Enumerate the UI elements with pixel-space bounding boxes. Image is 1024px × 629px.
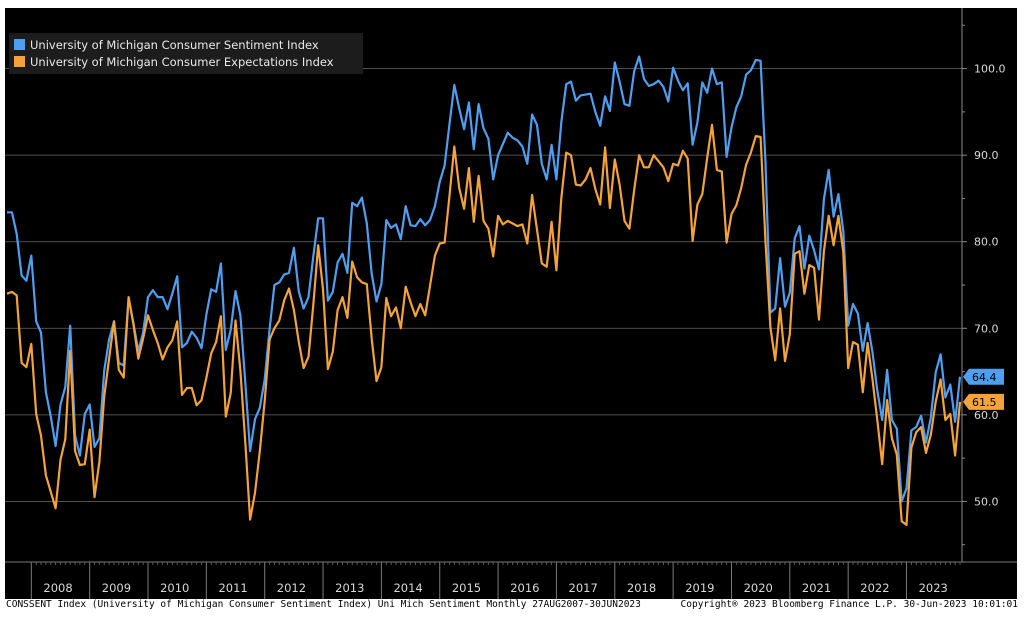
footer-copyright: Copyright® 2023 Bloomberg Finance L.P. 3… <box>680 599 1018 610</box>
x-tick-label: 2022 <box>860 581 889 595</box>
x-tick-label: 2020 <box>744 581 773 595</box>
expectations-series-line <box>6 123 962 526</box>
legend-label: University of Michigan Consumer Expectat… <box>30 55 334 69</box>
sentiment-series-line <box>7 55 962 503</box>
y-tick-label: 70.0 <box>974 322 999 335</box>
series-lines <box>6 55 962 526</box>
y-tick-label: 80.0 <box>974 236 999 249</box>
value-tag-label: 61.5 <box>972 396 997 409</box>
sentiment-last-value-tag: 64.4 <box>963 368 1004 385</box>
y-tick-label: 100.0 <box>974 63 1006 76</box>
value-tag-box <box>963 368 1004 385</box>
x-tick-label: 2019 <box>685 581 714 595</box>
expectations-last-value-tag: 61.5 <box>963 393 1004 410</box>
x-tick-label: 2015 <box>452 581 481 595</box>
plot-background <box>5 8 1017 599</box>
x-axis: 2008 2009 2010 2011 2012 2013 2014 2015 2016 2017… <box>5 561 1017 599</box>
legend: University of Michigan Consumer Sentimen… <box>9 33 363 74</box>
x-tick-label: 2016 <box>510 581 539 595</box>
x-tick-label: 2014 <box>393 581 422 595</box>
footer: CONSSENT Index (University of Michigan C… <box>6 599 1018 617</box>
x-tick-label: 2021 <box>802 581 831 595</box>
legend-box <box>9 33 363 74</box>
value-tag-label: 64.4 <box>972 371 997 384</box>
footer-source: CONSSENT Index (University of Michigan C… <box>6 599 641 610</box>
x-tick-label: 2012 <box>277 581 306 595</box>
y-tick-label: 50.0 <box>974 495 999 508</box>
x-tick-label: 2023 <box>919 581 948 595</box>
y-axis: 50.0 60.0 70.0 80.0 90.0 100.0 64.4 61.5 <box>961 8 1006 562</box>
x-tick-label: 2009 <box>102 581 131 595</box>
legend-swatch <box>14 39 25 50</box>
x-tick-label: 2010 <box>160 581 189 595</box>
x-tick-label: 2008 <box>43 581 72 595</box>
x-tick-label: 2013 <box>335 581 364 595</box>
y-tick-label: 60.0 <box>974 409 999 422</box>
legend-swatch <box>14 56 25 67</box>
x-tick-label: 2018 <box>627 581 656 595</box>
x-tick-label: 2017 <box>569 581 598 595</box>
y-tick-label: 90.0 <box>974 149 999 162</box>
legend-label: University of Michigan Consumer Sentimen… <box>30 38 319 52</box>
x-tick-label: 2011 <box>218 581 247 595</box>
value-tag-box <box>963 393 1004 410</box>
